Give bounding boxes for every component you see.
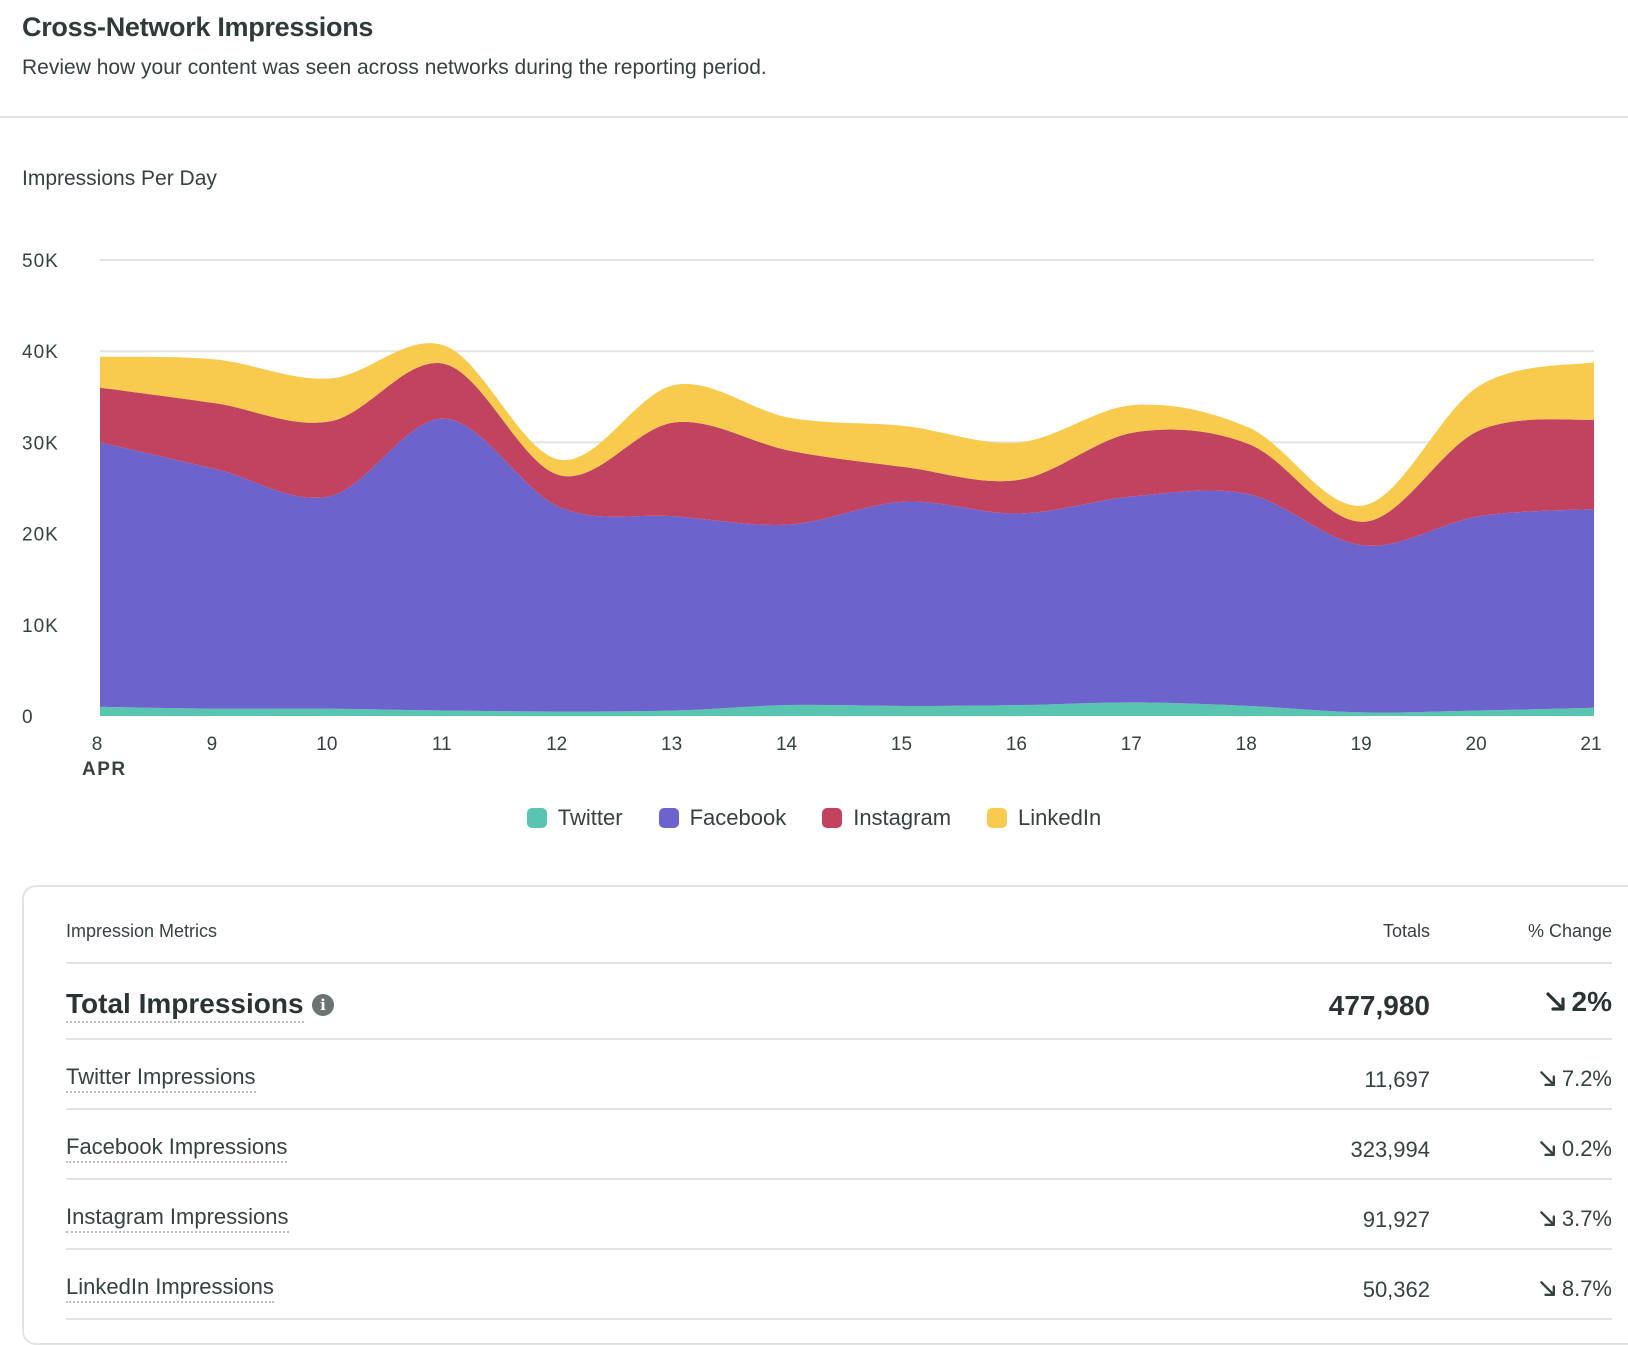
metric-total: 91,927 — [1362, 1207, 1430, 1232]
arrow-down-right-icon — [1540, 1141, 1555, 1156]
metric-label[interactable]: Total Impressions — [66, 988, 304, 1023]
header-metric: Impression Metrics — [66, 921, 218, 941]
x-tick-label: 12 — [546, 734, 567, 755]
legend-item-linkedin[interactable]: LinkedIn — [987, 805, 1101, 831]
metric-label[interactable]: Twitter Impressions — [66, 1064, 256, 1093]
header-change: % Change — [1527, 921, 1612, 941]
metric-label[interactable]: Instagram Impressions — [66, 1204, 289, 1233]
metric-change: 0.2% — [1538, 1136, 1612, 1162]
legend-label: Twitter — [557, 805, 623, 830]
metric-total: 477,980 — [1328, 990, 1430, 1021]
metric-total: 11,697 — [1364, 1067, 1430, 1092]
area-series-twitter[interactable] — [100, 702, 1594, 716]
header-totals: Totals — [1382, 921, 1430, 941]
x-tick-label: 18 — [1236, 734, 1257, 755]
area-series-linkedin[interactable] — [100, 343, 1594, 522]
legend-swatch — [987, 808, 1008, 828]
x-tick-label: 9 — [207, 734, 218, 755]
arrow-down-right-icon — [1540, 1211, 1555, 1226]
metric-label[interactable]: Facebook Impressions — [66, 1134, 288, 1163]
page-title: Cross-Network Impressions — [22, 12, 374, 42]
chart-legend: Twitter Facebook Instagram LinkedIn — [0, 805, 1628, 831]
legend-swatch — [526, 808, 547, 828]
legend-item-instagram[interactable]: Instagram — [822, 805, 951, 831]
page-header: Cross-Network Impressions Review how you… — [0, 0, 1628, 118]
metric-change-value: 2% — [1571, 986, 1612, 1017]
y-tick-label: 40K — [22, 342, 59, 363]
metrics-table: Impression Metrics Totals % Change Total… — [66, 887, 1612, 1320]
table-row: LinkedIn Impressions 50,362 8.7% — [66, 1250, 1612, 1320]
metric-change-value: 3.7% — [1561, 1206, 1612, 1231]
metric-change: 7.2% — [1538, 1066, 1612, 1092]
x-tick-label: 17 — [1121, 734, 1142, 755]
x-tick-label: 16 — [1006, 734, 1027, 755]
x-tick-label: 13 — [661, 734, 682, 755]
table-row: Facebook Impressions 323,994 0.2% — [66, 1110, 1612, 1180]
x-tick-label: 8 — [92, 734, 103, 755]
info-icon[interactable]: i — [312, 994, 334, 1016]
legend-label: Facebook — [689, 805, 787, 830]
legend-swatch — [658, 808, 679, 828]
metric-change-value: 7.2% — [1561, 1066, 1612, 1091]
legend-swatch — [822, 808, 843, 828]
arrow-down-right-icon — [1545, 992, 1565, 1011]
legend-label: LinkedIn — [1018, 805, 1102, 830]
x-tick-label: 19 — [1351, 734, 1372, 755]
metric-label[interactable]: LinkedIn Impressions — [66, 1274, 274, 1303]
x-tick-label: 14 — [776, 734, 798, 755]
metric-change: 3.7% — [1538, 1206, 1612, 1232]
legend-label: Instagram — [853, 805, 952, 830]
y-tick-label: 30K — [22, 433, 59, 454]
impressions-area-chart: 0 10K 20K 30K 40K 50K 8 9 10 11 12 13 14 15 16 17 18 19 20… — [22, 251, 1602, 780]
arrow-down-right-icon — [1540, 1071, 1555, 1086]
area-series-instagram[interactable] — [100, 363, 1594, 546]
x-tick-label: 10 — [316, 734, 337, 755]
y-tick-label: 10K — [22, 616, 59, 637]
y-tick-label: 20K — [22, 525, 59, 546]
table-row-total-impressions: Total Impressions i 477,980 2% — [66, 964, 1612, 1040]
table-header: Impression Metrics Totals % Change — [66, 887, 1612, 964]
y-tick-label: 0 — [22, 707, 34, 728]
metric-total: 50,362 — [1362, 1277, 1430, 1302]
x-tick-label: 15 — [891, 734, 912, 755]
legend-item-twitter[interactable]: Twitter — [526, 805, 623, 831]
arrow-down-right-icon — [1540, 1281, 1555, 1296]
x-tick-label: 21 — [1580, 734, 1601, 755]
legend-item-facebook[interactable]: Facebook — [658, 805, 787, 831]
metrics-card: Impression Metrics Totals % Change Total… — [22, 885, 1628, 1345]
metric-change-value: 8.7% — [1561, 1276, 1612, 1301]
metric-change-value: 0.2% — [1561, 1136, 1612, 1161]
x-axis-month-label: APR — [82, 759, 127, 780]
x-tick-label: 11 — [432, 734, 452, 755]
metric-total: 323,994 — [1350, 1137, 1430, 1162]
chart-title: Impressions Per Day — [22, 167, 217, 190]
y-tick-label: 50K — [22, 251, 59, 272]
x-tick-label: 20 — [1466, 734, 1487, 755]
area-series-facebook[interactable] — [100, 418, 1594, 713]
metric-change: 2% — [1544, 986, 1612, 1018]
table-row: Twitter Impressions 11,697 7.2% — [66, 1040, 1612, 1110]
page-subtitle: Review how your content was seen across … — [22, 56, 767, 79]
metric-change: 8.7% — [1538, 1276, 1612, 1302]
table-row: Instagram Impressions 91,927 3.7% — [66, 1180, 1612, 1250]
